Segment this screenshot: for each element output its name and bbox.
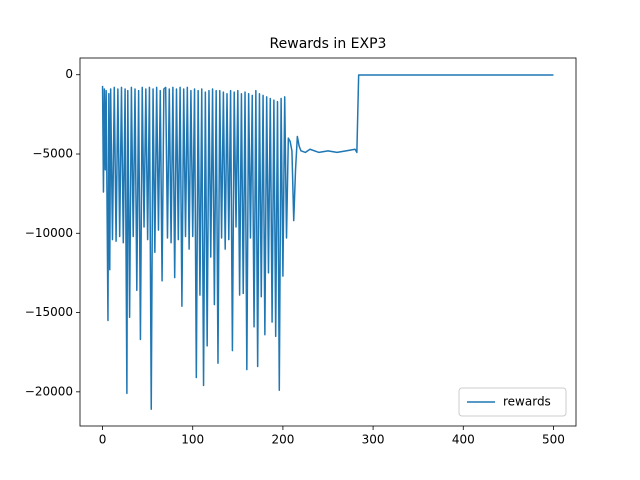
x-tick-label: 300 xyxy=(362,433,385,447)
chart-title: Rewards in EXP3 xyxy=(270,36,387,52)
plot-frame xyxy=(79,57,577,427)
x-tick-label: 0 xyxy=(99,433,107,447)
y-tick-label: −5000 xyxy=(32,147,73,161)
x-tick-label: 500 xyxy=(542,433,565,447)
y-tick-label: −10000 xyxy=(25,226,73,240)
y-tick-label: 0 xyxy=(65,67,73,81)
y-tick-label: −15000 xyxy=(25,305,73,319)
y-tick-label: −20000 xyxy=(25,384,73,398)
legend-box xyxy=(458,387,567,417)
x-tick-label: 100 xyxy=(181,433,204,447)
line-series xyxy=(101,74,554,411)
x-tick-label: 400 xyxy=(452,433,475,447)
x-tick-label: 200 xyxy=(271,433,294,447)
legend-label: rewards xyxy=(503,395,551,409)
